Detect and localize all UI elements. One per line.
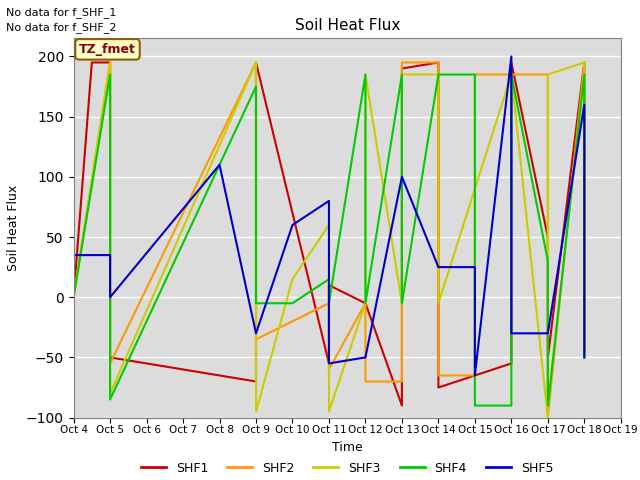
X-axis label: Time: Time (332, 441, 363, 454)
Y-axis label: Soil Heat Flux: Soil Heat Flux (7, 185, 20, 271)
Text: No data for f_SHF_2: No data for f_SHF_2 (6, 22, 117, 33)
Text: TZ_fmet: TZ_fmet (79, 43, 136, 56)
Legend: SHF1, SHF2, SHF3, SHF4, SHF5: SHF1, SHF2, SHF3, SHF4, SHF5 (136, 456, 558, 480)
Text: No data for f_SHF_1: No data for f_SHF_1 (6, 7, 116, 18)
Title: Soil Heat Flux: Soil Heat Flux (294, 18, 400, 33)
